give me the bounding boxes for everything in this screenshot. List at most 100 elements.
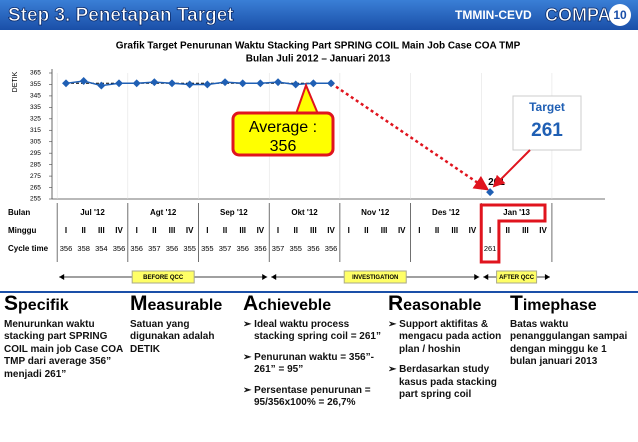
x-tick-label: IV: [327, 226, 335, 235]
x-tick-label: III: [310, 226, 317, 235]
chart-title: Grafik Target Penurunan Waktu Stacking P…: [116, 41, 521, 52]
smart-column: Timephase Batas waktu penanggulangan samp…: [510, 292, 634, 377]
y-tick-label: 265: [30, 184, 41, 191]
x-tick-label: IV: [398, 226, 406, 235]
point: [79, 77, 88, 85]
target-trend: [330, 82, 490, 191]
y-tick-label: 335: [30, 104, 41, 111]
point: [486, 188, 495, 197]
point: [115, 79, 123, 88]
phase-label: INVESTIGATION: [352, 275, 398, 281]
slide-title: Step 3. Penetapan Target: [8, 5, 234, 26]
smart-heading: Measurable: [130, 292, 223, 315]
value-label: 356: [325, 244, 338, 253]
x-tick-label: III: [169, 226, 176, 235]
x-tick-label: I: [206, 226, 208, 235]
value-label: 357: [272, 244, 285, 253]
callout-label: Average :: [249, 119, 317, 136]
phase-label: AFTER QCC: [499, 275, 535, 281]
smart-text: Ideal waktu process stacking spring coil…: [243, 319, 385, 344]
callout-value: 356: [270, 138, 297, 155]
org: TMMIN-CEVD: [455, 8, 532, 22]
smart-column: Specifik Menurunkan waktu stacking part S…: [4, 292, 126, 389]
point: [256, 79, 265, 88]
x-tick-label: III: [98, 226, 105, 235]
y-axis-label: DETIK: [12, 71, 19, 92]
row-label: Minggu: [8, 226, 37, 235]
x-tick-label: II: [293, 226, 297, 235]
x-tick-label: III: [239, 226, 246, 235]
page-badge: [609, 4, 631, 26]
value-label: 357: [148, 244, 161, 253]
y-tick-label: 315: [30, 127, 41, 134]
x-tick-label: II: [81, 226, 85, 235]
value-label: 356: [130, 244, 143, 253]
phase-label: BEFORE QCC: [143, 275, 184, 281]
header-band: [0, 0, 638, 30]
month-label: Jul '12: [80, 208, 105, 217]
point: [238, 79, 247, 88]
smart-heading: Specifik: [4, 292, 69, 315]
smart-heading: Reasonable: [388, 292, 482, 315]
month-label: Des '12: [432, 208, 460, 217]
point: [309, 79, 318, 88]
month-label: Okt '12: [291, 208, 318, 217]
x-tick-label: II: [435, 226, 439, 235]
x-tick-label: I: [489, 226, 491, 235]
highlight: [479, 203, 547, 264]
row-label: Cycle time: [8, 244, 49, 253]
smart-text: Support aktifitas & mengacu pada action …: [388, 319, 506, 357]
chart-subtitle: Bulan Juli 2012 – Januari 2013: [246, 54, 391, 65]
smart-column: Reasonable Support aktifitas & mengacu pa…: [388, 292, 506, 410]
x-tick-label: II: [152, 226, 156, 235]
callout-box: [231, 111, 335, 157]
x-tick-label: IV: [469, 226, 477, 235]
month-label: Agt '12: [150, 208, 177, 217]
y-tick-label: 345: [30, 93, 41, 100]
value-label: 356: [254, 244, 267, 253]
smart-text: Menurunkan waktu stacking part SPRING CO…: [4, 318, 123, 380]
value-label: 355: [201, 244, 214, 253]
x-tick-label: II: [506, 226, 510, 235]
smart-text: Batas waktu penanggulangan sampai dengan…: [510, 318, 628, 368]
x-tick-label: III: [522, 226, 529, 235]
y-tick-label: 355: [30, 81, 41, 88]
x-tick-label: I: [65, 226, 67, 235]
smart-column: Achieveble Ideal waktu process stacking s…: [243, 296, 385, 418]
phase-box: [131, 270, 195, 284]
value-label: 356: [60, 244, 73, 253]
target-label: Target: [529, 100, 565, 114]
x-tick-label: I: [277, 226, 279, 235]
value-label: 356: [236, 244, 249, 253]
x-tick-label: II: [223, 226, 227, 235]
point: [221, 78, 229, 87]
point: [203, 80, 212, 89]
value-label: 356: [307, 244, 320, 253]
y-tick-label: 295: [30, 150, 41, 157]
x-tick-label: IV: [257, 226, 265, 235]
x-tick-label: III: [381, 226, 388, 235]
value-label: 355: [183, 244, 196, 253]
x-tick-label: I: [418, 226, 420, 235]
target-value: 261: [531, 120, 563, 141]
smart-text: Berdasarkan study kasus pada stacking pa…: [388, 364, 506, 402]
point: [62, 79, 70, 88]
value-label: 358: [77, 244, 90, 253]
smart-column: Measurable Satuan yang digunakan adalah D…: [130, 292, 242, 364]
x-tick-label: IV: [186, 226, 194, 235]
x-tick-label: IV: [539, 226, 547, 235]
point: [327, 79, 336, 88]
point: [132, 79, 141, 88]
point: [150, 78, 159, 87]
x-tick-label: I: [348, 226, 350, 235]
smart-text: Satuan yang digunakan adalah DETIK: [130, 318, 215, 355]
phase-box: [496, 270, 538, 284]
callout-pointer: [294, 82, 320, 115]
smart-heading: Timephase: [510, 292, 597, 315]
x-tick-label: I: [136, 226, 138, 235]
point: [168, 79, 176, 88]
y-tick-label: 365: [30, 70, 41, 77]
value-label: 356: [113, 244, 126, 253]
